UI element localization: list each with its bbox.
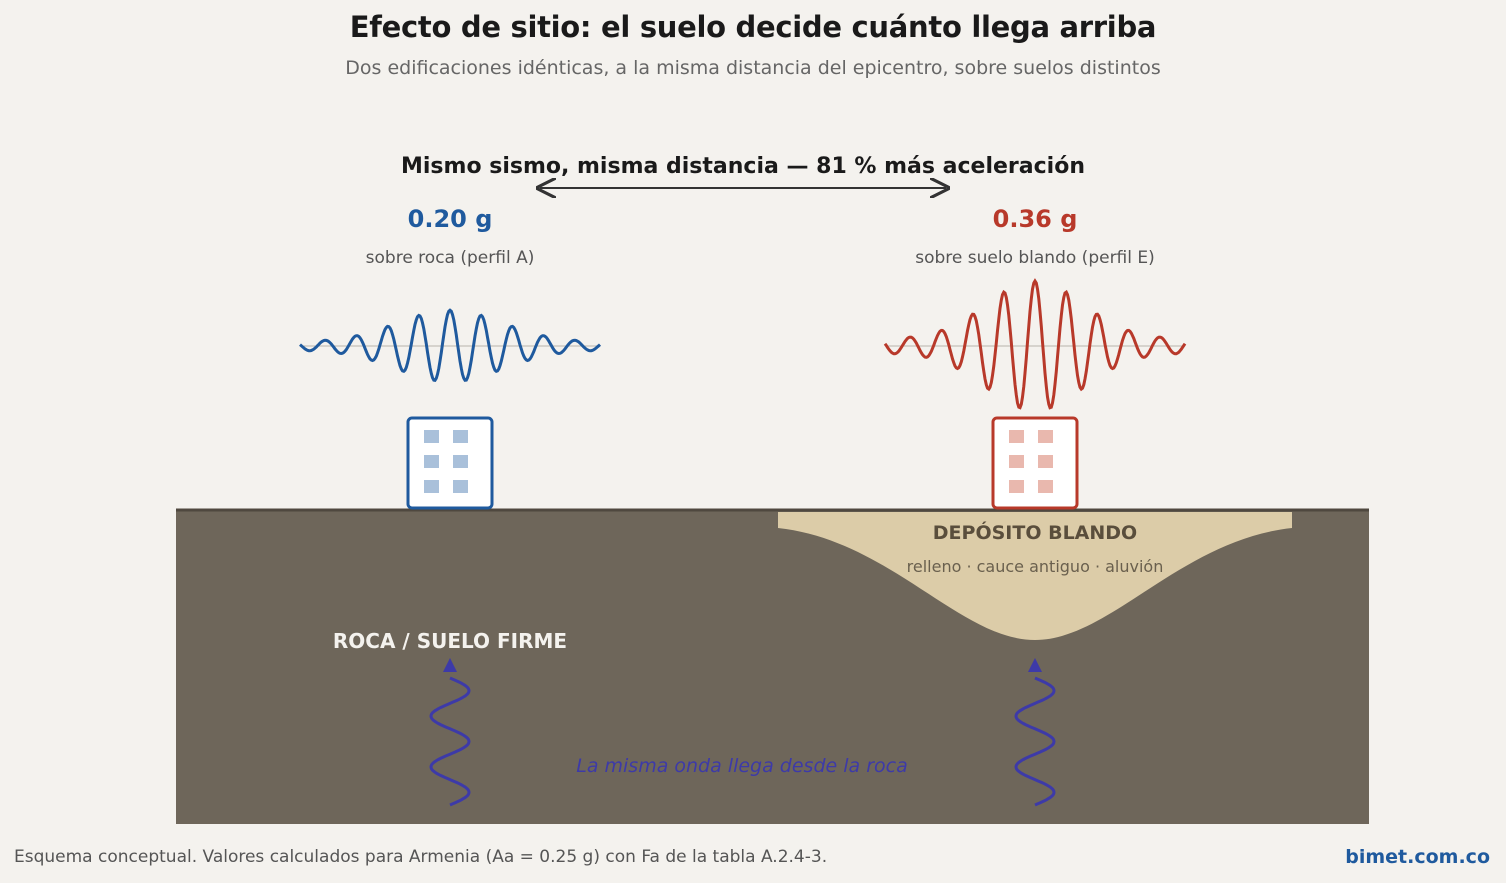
deposit-subtitle: relleno · cauce antiguo · aluvión [906, 557, 1164, 576]
deposit-title: DEPÓSITO BLANDO [932, 522, 1138, 544]
incoming-wave-rock [429, 676, 471, 807]
footnote: Esquema conceptual. Valores calculados p… [14, 847, 828, 867]
soft-deposit [778, 512, 1292, 640]
rock-caption: sobre roca (perfil A) [365, 248, 535, 268]
incoming-wave-soft [1014, 676, 1056, 807]
incoming-arrowhead-rock [443, 658, 457, 672]
rock-ground-label: ROCA / SUELO FIRME [332, 629, 568, 653]
rock-acceleration-value: 0.20 g [407, 205, 493, 233]
page-subtitle: Dos edificaciones idénticas, a la misma … [345, 57, 1161, 79]
page-title: Efecto de sitio: el suelo decide cuánto … [349, 10, 1157, 44]
comparison-label: Mismo sismo, misma distancia — 81 % más … [401, 154, 1085, 179]
building-rock [406, 416, 494, 510]
building-soft [991, 416, 1079, 510]
soft-acceleration-value: 0.36 g [992, 205, 1078, 233]
brand-link[interactable]: bimet.com.co [1345, 846, 1490, 868]
incoming-wave-label: La misma onda llega desde la roca [576, 755, 908, 777]
soft-caption: sobre suelo blando (perfil E) [915, 248, 1155, 268]
rock-surface-waveform [299, 308, 602, 382]
incoming-arrowhead-soft [1028, 658, 1042, 672]
soft-surface-waveform [883, 278, 1187, 410]
